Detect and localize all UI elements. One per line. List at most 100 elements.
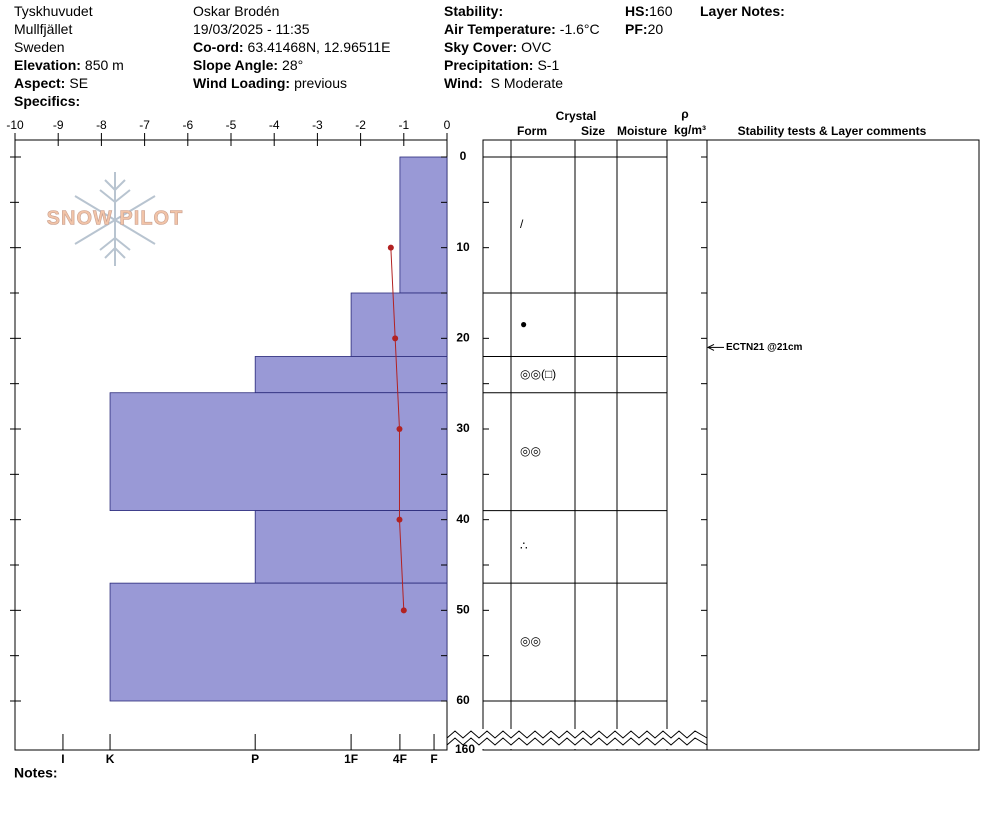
- hardness-bar: [399, 156, 448, 294]
- grain-form: ◎◎: [520, 444, 541, 458]
- header-field: Air Temperature: -1.6°C: [444, 21, 600, 37]
- x-tick-label: -5: [226, 118, 237, 132]
- x-tick-label: -3: [312, 118, 323, 132]
- grain-form: /: [520, 217, 524, 231]
- x-tick-label: 0: [444, 118, 451, 132]
- test-label: ECTN21 @21cm: [726, 342, 803, 353]
- hardness-tick-label: I: [61, 752, 64, 766]
- field-label: Specifics:: [14, 93, 80, 109]
- field-value: 160: [649, 3, 673, 19]
- header-field: Sweden: [14, 39, 65, 55]
- hardness-bar: [109, 582, 448, 702]
- comments-frame: [706, 139, 980, 751]
- table-header: Stability tests & Layer comments: [738, 124, 927, 138]
- table-header: Form: [517, 124, 547, 138]
- field-value: 28°: [282, 57, 303, 73]
- hardness-bar: [350, 292, 448, 357]
- logo-text: SNOW PILOT: [47, 207, 184, 229]
- x-tick-label: -10: [6, 118, 24, 132]
- temperature-point: [387, 244, 394, 251]
- field-label: Air Temperature:: [444, 21, 556, 37]
- header-field: Specifics:: [14, 93, 80, 109]
- field-value: S Moderate: [487, 75, 563, 91]
- header-field: Precipitation: S-1: [444, 57, 559, 73]
- header-field: PF:20: [625, 21, 663, 37]
- table-header: Size: [581, 124, 605, 138]
- y-tick-label: 30: [456, 421, 470, 435]
- grain-form: ●: [520, 317, 527, 331]
- temperature-point: [392, 335, 399, 342]
- header-field: Wind: S Moderate: [444, 75, 563, 91]
- field-value: Oskar Brodén: [193, 3, 279, 19]
- grain-form: ◎◎: [520, 634, 541, 648]
- field-label: Slope Angle:: [193, 57, 278, 73]
- header-field: 19/03/2025 - 11:35: [193, 21, 310, 37]
- grain-form: ∴: [520, 539, 528, 553]
- temperature-point: [400, 607, 407, 614]
- hardness-tick-label: P: [251, 752, 259, 766]
- table-header: ρ: [681, 107, 688, 121]
- hardness-bar: [254, 510, 448, 584]
- table-header: Crystal: [556, 109, 597, 123]
- field-value: -1.6°C: [560, 21, 600, 37]
- field-value: 19/03/2025 - 11:35: [193, 21, 310, 37]
- notes-label: Notes:: [14, 765, 58, 781]
- field-label: PF:: [625, 21, 648, 37]
- header-field: Mullfjället: [14, 21, 72, 37]
- field-label: Precipitation:: [444, 57, 533, 73]
- table-columns: [510, 140, 668, 750]
- y-tick-label: 10: [456, 240, 470, 254]
- x-tick-label: -6: [182, 118, 193, 132]
- x-tick-label: -2: [355, 118, 366, 132]
- field-value: Sweden: [14, 39, 65, 55]
- header-field: Co-ord: 63.41468N, 12.96511E: [193, 39, 391, 55]
- logo-flake: [74, 172, 156, 266]
- field-value: 63.41468N, 12.96511E: [248, 39, 391, 55]
- header-field: Layer Notes:: [700, 3, 785, 19]
- y-tick-label: 0: [460, 149, 467, 163]
- header-field: Elevation: 850 m: [14, 57, 124, 73]
- y-tick-label: 160: [455, 742, 475, 756]
- field-label: Wind:: [444, 75, 483, 91]
- field-value: Mullfjället: [14, 21, 72, 37]
- field-value: 20: [648, 21, 664, 37]
- field-value: OVC: [521, 39, 551, 55]
- field-label: Stability:: [444, 3, 503, 19]
- depth-break: [446, 729, 708, 749]
- field-label: Aspect:: [14, 75, 65, 91]
- hardness-tick-label: 4F: [393, 752, 407, 766]
- field-label: Co-ord:: [193, 39, 244, 55]
- x-tick-label: -1: [398, 118, 409, 132]
- field-label: Wind Loading:: [193, 75, 290, 91]
- hardness-tick-label: F: [430, 752, 437, 766]
- temperature-point: [396, 426, 403, 432]
- field-label: Elevation:: [14, 57, 81, 73]
- x-tick-label: -4: [269, 118, 280, 132]
- table-frame: [482, 139, 708, 751]
- y-tick-label: 60: [456, 693, 470, 707]
- test-arrowhead: [706, 343, 715, 351]
- temperature-point: [396, 516, 403, 523]
- field-value: S-1: [537, 57, 559, 73]
- table-header: Moisture: [617, 124, 667, 138]
- header-field: Sky Cover: OVC: [444, 39, 552, 55]
- x-tick-label: -7: [139, 118, 150, 132]
- header-field: Wind Loading: previous: [193, 75, 347, 91]
- hardness-tick-label: 1F: [344, 752, 358, 766]
- hardness-tick-label: K: [106, 752, 115, 766]
- table-header: kg/m³: [674, 123, 706, 137]
- hardness-bar: [109, 392, 448, 512]
- header-field: Stability:: [444, 3, 503, 19]
- header-field: Slope Angle: 28°: [193, 57, 303, 73]
- field-value: previous: [294, 75, 347, 91]
- header-field: Tyskhuvudet: [14, 3, 93, 19]
- y-tick-label: 50: [456, 603, 470, 617]
- field-label: Layer Notes:: [700, 3, 785, 19]
- header-field: Oskar Brodén: [193, 3, 279, 19]
- field-label: Sky Cover:: [444, 39, 517, 55]
- field-label: HS:: [625, 3, 649, 19]
- hardness-bar: [254, 356, 448, 394]
- y-tick-label: 20: [456, 331, 470, 345]
- header-field: HS:160: [625, 3, 673, 19]
